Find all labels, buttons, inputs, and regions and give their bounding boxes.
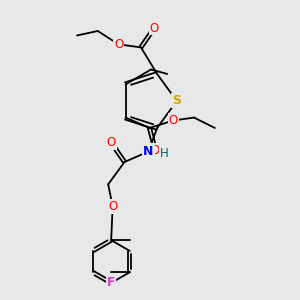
Text: O: O [114,38,123,51]
Text: S: S [172,94,181,107]
Text: O: O [150,22,159,34]
Text: O: O [151,144,160,157]
Text: O: O [108,200,117,213]
Text: O: O [169,114,178,127]
Text: O: O [106,136,116,149]
Text: H: H [160,147,169,160]
Text: N: N [143,145,154,158]
Text: F: F [107,277,116,290]
